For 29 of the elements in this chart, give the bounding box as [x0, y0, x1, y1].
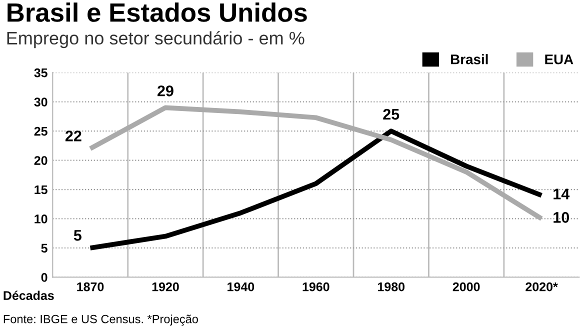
y-tick-label: 0	[41, 273, 48, 282]
legend-label: EUA	[545, 54, 574, 64]
data-label: 14	[554, 188, 570, 200]
data-label: 25	[383, 108, 400, 120]
line-series	[88, 128, 544, 250]
data-label: 29	[158, 86, 174, 96]
y-tick-label: 30	[34, 98, 48, 106]
x-tick-label: 2020*	[526, 282, 558, 292]
x-tick-label: 1940	[228, 282, 254, 292]
line-series	[88, 105, 544, 222]
chart-title: Brasil e Estados Unidos	[8, 2, 307, 22]
y-tick-label: 10	[34, 214, 48, 224]
y-tick-label: 35	[34, 68, 48, 78]
data-label: 5	[74, 230, 82, 241]
legend-label: Brasil	[451, 54, 488, 64]
x-tick-label: 1960	[302, 282, 330, 292]
x-tick-label: 2000	[452, 282, 480, 292]
x-tick-label: 1870	[77, 282, 104, 292]
chart-subtitle: Emprego no setor secundário - em %	[7, 31, 304, 48]
source-note: Fonte: IBGE e US Census. *Projeção	[4, 314, 198, 326]
y-tick-label: 20	[34, 156, 48, 165]
x-axis-title: Décadas	[4, 290, 54, 300]
y-tick-label: 25	[34, 126, 48, 136]
y-tick-label: 5	[41, 244, 48, 253]
x-tick-label: 1920	[152, 282, 179, 292]
y-tick-label: 15	[34, 185, 48, 194]
x-tick-label: 1980	[378, 282, 405, 292]
data-label: 22	[65, 130, 82, 142]
data-label: 10	[554, 212, 570, 223]
